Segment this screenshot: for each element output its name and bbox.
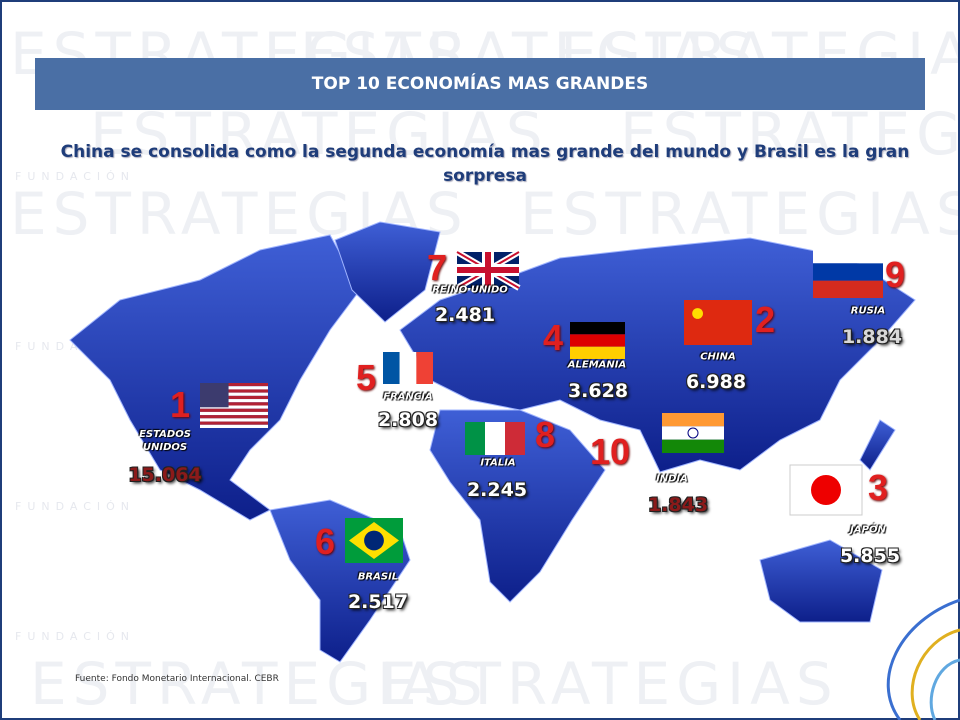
gdp-value: 1.843 [647,494,709,516]
country-name: CHINA [700,351,736,363]
watermark: ESTRATEGIAS [620,100,960,168]
watermark-small: FUNDACIÓN [15,170,136,183]
source: Fuente: Fondo Monetario Internacional. C… [75,674,279,684]
rank: 5 [355,357,377,398]
rank: 9 [884,254,906,295]
country-name: BRASIL [357,571,399,583]
rank: 1 [169,384,191,425]
country-name: JAPÓN [850,524,886,536]
header-title: TOP 10 ECONOMÍAS MAS GRANDES [311,74,649,94]
gdp-value: 2.481 [434,304,496,326]
rank: 3 [867,467,889,508]
rank: 10 [589,431,631,472]
watermark: ESTRATEGIAS [520,180,960,248]
subtitle: China se consolida como la segunda econo… [60,142,910,186]
country-name: ITALIA [480,457,516,469]
country-name: FRANCIA [383,391,433,403]
rank: 6 [314,521,336,562]
gdp-value: 1.884 [841,326,903,348]
country-name: RUSIA [850,305,886,317]
gdp-value: 2.245 [466,479,528,501]
rank: 4 [542,317,564,358]
watermark: ESTRATEGIAS [90,100,549,168]
rank: 7 [426,247,448,288]
rank: 8 [534,414,556,455]
watermark: ESTRATEGIAS [30,650,489,718]
country-name: REINO UNIDO [432,284,508,296]
rank: 2 [754,299,776,340]
gdp-value: 6.988 [685,371,747,393]
gdp-value: 5.855 [839,545,901,567]
watermark-small: FUNDACIÓN [15,500,136,513]
gdp-value: 15.064 [128,464,202,486]
country-name: INDIA [656,473,688,485]
world-map [69,221,916,663]
gdp-value: 3.628 [567,380,629,402]
flags [200,246,883,563]
header-bar [35,58,925,110]
watermark-small: FUNDACIÓN [15,630,136,643]
watermark: ESTRATEGIAS [380,650,839,718]
swirl-decoration [886,598,960,720]
country-name: ALEMANIA [567,359,627,371]
country-name: ESTADOS UNIDOS [139,429,191,453]
gdp-value: 2.517 [347,591,409,613]
gdp-value: 2.808 [377,409,439,431]
